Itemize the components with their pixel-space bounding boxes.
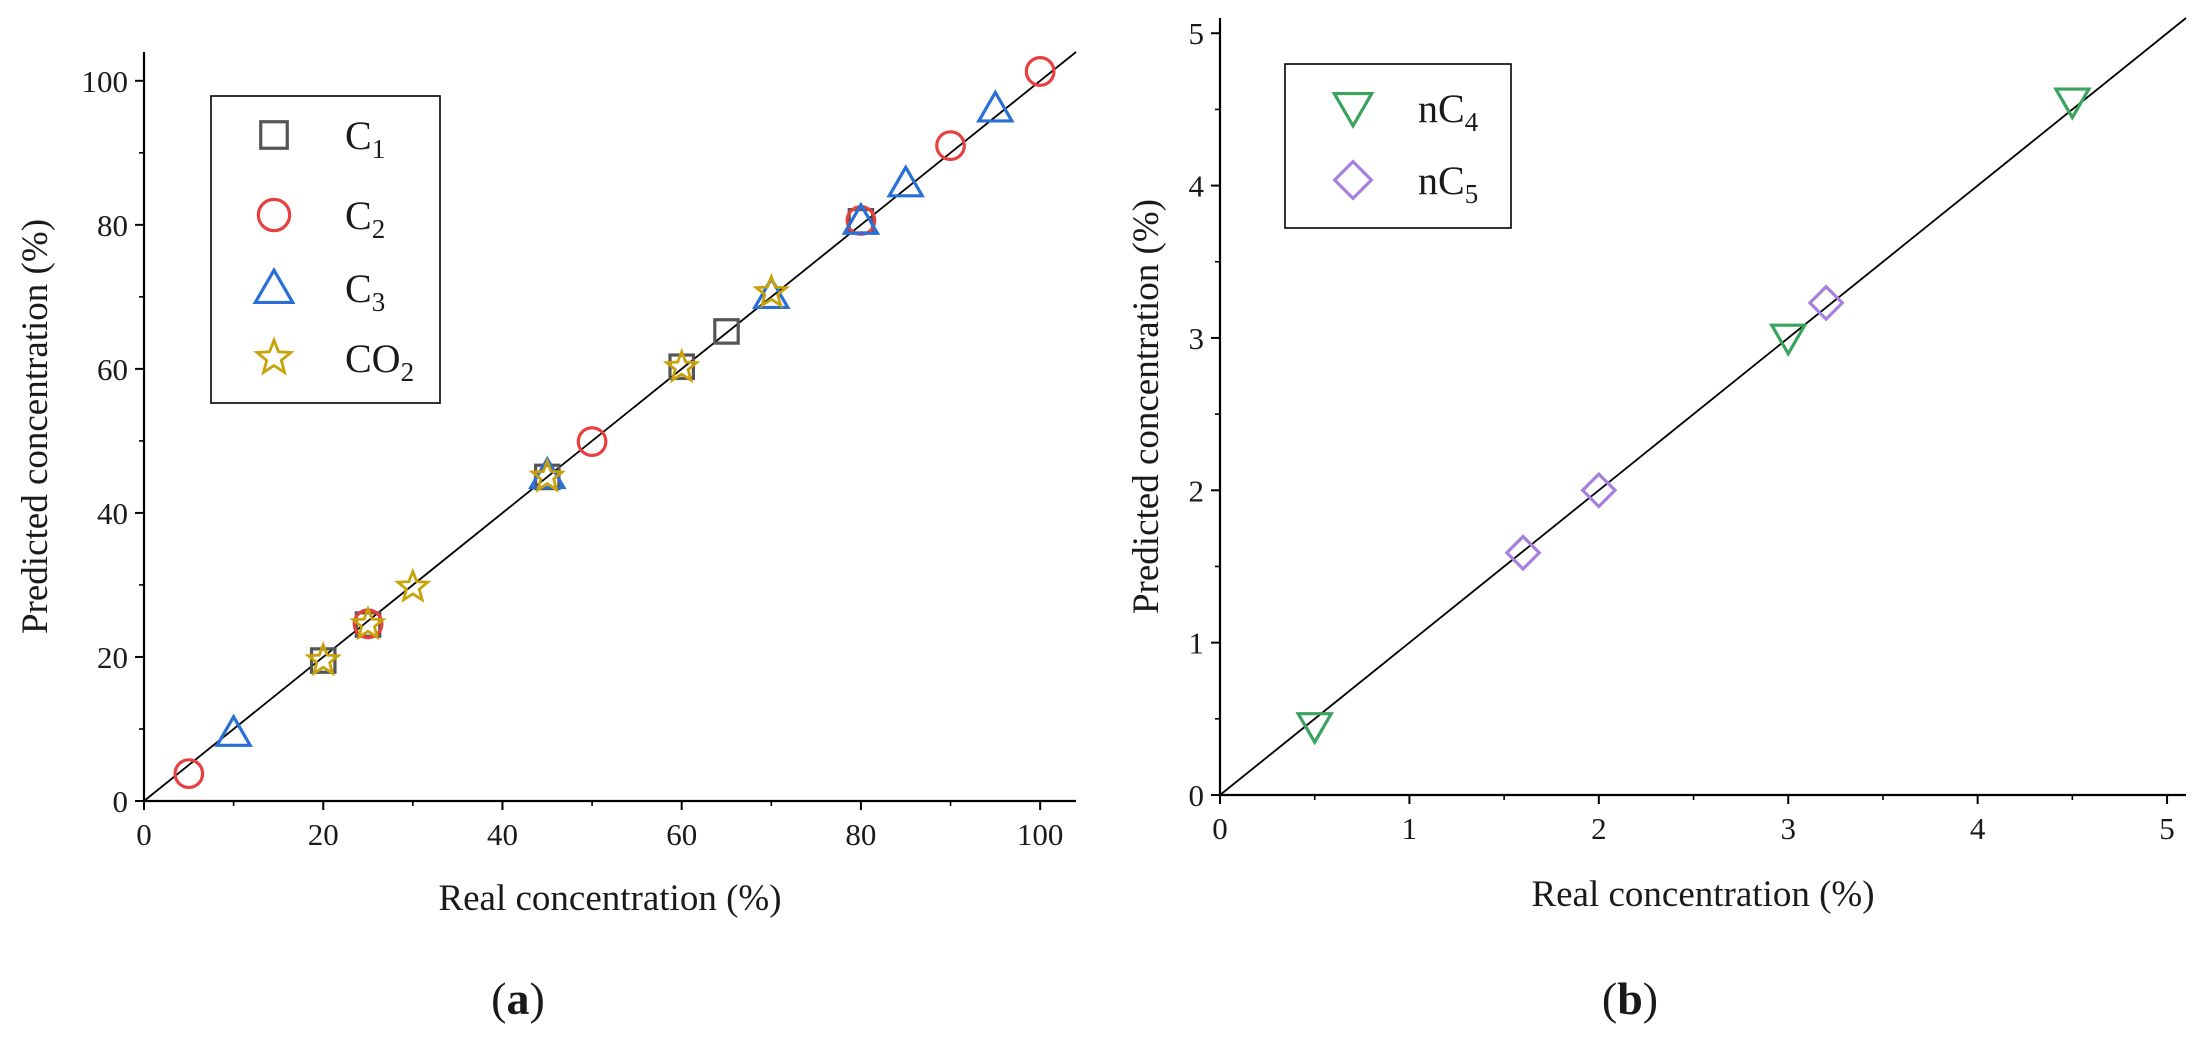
panel-a-chart: 0 20 40 60 80 100 0 20 40 60 80 100 Real concentrati… xyxy=(15,51,1077,1024)
panel-a-point-co2 xyxy=(349,604,387,641)
panel-label-part: ) xyxy=(1643,973,1658,1024)
panel-a-legend-marker-co2 xyxy=(253,336,295,376)
panel-b-point-nc4 xyxy=(1768,323,1808,357)
panel-a-point-c2 xyxy=(173,758,205,790)
panel-label-part: a xyxy=(507,973,530,1024)
panel-a-x-tick-label: 20 xyxy=(308,817,339,852)
panel-a-legend-marker-c3 xyxy=(252,266,296,305)
panel-b-point-nc5 xyxy=(1504,534,1542,572)
panel-b-legend-label-nc4: nC4 xyxy=(1418,86,1479,137)
legend-label-main: C xyxy=(345,193,372,238)
panel-a-y-tick-label: 20 xyxy=(97,640,128,675)
panel-b-panel-label: (b) xyxy=(1602,973,1658,1024)
panel-a-point-c1 xyxy=(309,647,337,674)
panel-b-point-nc4 xyxy=(1295,712,1334,746)
panel-a-y-tick-label: 60 xyxy=(97,352,128,387)
panel-b-point-nc4 xyxy=(2053,87,2092,121)
legend-label-subscript: 1 xyxy=(372,134,386,164)
panel-b-y-tick-label: 3 xyxy=(1189,321,1205,356)
panel-a-point-co2 xyxy=(662,347,701,384)
panel-a-panel-label: (a) xyxy=(491,973,545,1024)
panel-a-legend-label-c3: C3 xyxy=(345,266,385,317)
panel-a-point-c3 xyxy=(886,164,926,198)
panel-a-point-c3 xyxy=(752,275,791,310)
panel-a-point-c3 xyxy=(214,713,253,747)
legend-label-subscript: 2 xyxy=(401,357,415,387)
panel-b-y-tick-label: 1 xyxy=(1189,626,1205,661)
panel-b-x-tick-label: 4 xyxy=(1970,811,1986,846)
panel-b-chart: 0 1 2 3 4 5 0 1 2 3 4 5 Real concentration (%) Predic… xyxy=(1126,16,2187,1024)
legend-label-subscript: 5 xyxy=(1465,179,1479,209)
panel-a-point-c2 xyxy=(1024,56,1056,87)
panel-a-legend-label-c1: C1 xyxy=(345,113,385,164)
panel-b-x-tick-label: 3 xyxy=(1780,811,1796,846)
panel-a-point-c1 xyxy=(713,318,740,345)
panel-label-part: b xyxy=(1617,973,1643,1024)
panel-b-x-tick-label: 2 xyxy=(1591,811,1607,846)
panel-a-y-tick-label: 40 xyxy=(97,496,128,531)
panel-a-legend-label-c2: C2 xyxy=(345,193,385,244)
legend-label-subscript: 2 xyxy=(372,214,386,244)
panel-b-x-tick-label: 5 xyxy=(2159,811,2175,846)
panel-a-point-c3 xyxy=(976,89,1015,123)
panel-label-part: ( xyxy=(491,973,506,1024)
legend-label-subscript: 4 xyxy=(1465,107,1479,137)
panel-label-part: ( xyxy=(1602,973,1617,1024)
panel-b-y-tick-label: 0 xyxy=(1189,778,1205,813)
panel-b-legend-label-nc5: nC5 xyxy=(1418,158,1478,209)
panel-b-y-tick-label: 5 xyxy=(1189,16,1205,51)
panel-a-x-tick-label: 40 xyxy=(487,817,518,852)
panel-a-reference-line xyxy=(143,51,1077,802)
panel-b-y-tick-label: 4 xyxy=(1189,169,1205,204)
panel-a-point-co2 xyxy=(394,567,432,603)
panel-a-x-tick-label: 0 xyxy=(136,817,152,852)
panel-b-point-nc5 xyxy=(1580,471,1618,509)
panel-a-legend xyxy=(210,95,441,404)
panel-a-x-tick-label: 100 xyxy=(1017,817,1064,852)
panel-a-point-c2 xyxy=(576,426,608,458)
panel-a-x-axis-label: Real concentration (%) xyxy=(438,878,781,919)
legend-label-main: CO xyxy=(345,336,401,381)
legend-label-main: nC xyxy=(1418,158,1465,203)
panel-b-x-axis-label: Real concentration (%) xyxy=(1531,874,1874,915)
panel-a-y-tick-label: 80 xyxy=(97,208,128,243)
panel-a-y-axis-label: Predicted concentration (%) xyxy=(15,219,56,634)
panel-b-point-nc5 xyxy=(1807,284,1845,322)
panel-a-x-tick-label: 80 xyxy=(845,817,876,852)
panel-a-point-co2 xyxy=(528,457,566,493)
legend-label-main: nC xyxy=(1418,86,1465,131)
panel-a-point-c3 xyxy=(527,455,567,490)
panel-b-legend-marker-nc4 xyxy=(1331,91,1375,130)
panel-b-legend xyxy=(1284,63,1512,229)
panel-b-legend-marker-nc5 xyxy=(1332,159,1374,201)
panel-b-y-axis-label: Predicted concentration (%) xyxy=(1126,199,1167,614)
panel-a-legend-marker-c2 xyxy=(256,197,292,233)
panel-a-legend-marker-c1 xyxy=(259,120,289,150)
panel-a-point-c3 xyxy=(841,201,881,235)
legend-label-main: C xyxy=(345,266,372,311)
legend-label-subscript: 3 xyxy=(372,287,386,317)
panel-b-x-tick-label: 1 xyxy=(1402,811,1418,846)
panel-label-part: ) xyxy=(530,973,545,1024)
panel-a-point-co2 xyxy=(304,640,342,677)
panel-a-y-tick-label: 0 xyxy=(113,784,129,819)
panel-a-x-tick-label: 60 xyxy=(666,817,697,852)
panel-a-point-co2 xyxy=(752,272,791,309)
panel-b-x-tick-label: 0 xyxy=(1212,811,1228,846)
panel-a-point-c2 xyxy=(935,130,966,162)
panel-b-reference-line xyxy=(1219,17,2187,796)
legend-label-main: C xyxy=(345,113,372,158)
panel-a-y-tick-label: 100 xyxy=(82,64,129,99)
panel-b-y-tick-label: 2 xyxy=(1189,473,1205,508)
panel-a-legend-label-co2: CO2 xyxy=(345,336,414,387)
